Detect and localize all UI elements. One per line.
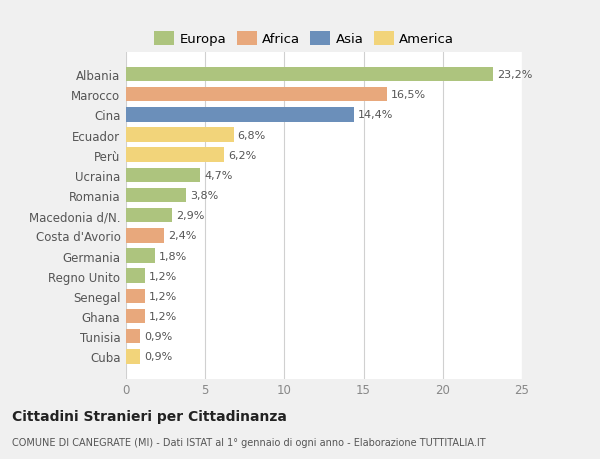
Text: 1,2%: 1,2% [149,311,177,321]
Bar [126,309,145,324]
Bar [126,269,145,283]
Bar [126,148,224,162]
Bar [126,128,234,142]
Text: 1,8%: 1,8% [158,251,187,261]
Bar [126,67,493,82]
Text: 16,5%: 16,5% [391,90,427,100]
Text: 0,9%: 0,9% [144,352,172,362]
Text: Cittadini Stranieri per Cittadinanza: Cittadini Stranieri per Cittadinanza [12,409,287,423]
Text: 2,4%: 2,4% [168,231,196,241]
Bar [126,249,155,263]
Bar [126,88,388,102]
Text: 3,8%: 3,8% [190,190,218,201]
Text: 2,9%: 2,9% [176,211,204,221]
Bar [126,208,172,223]
Bar [126,329,140,344]
Text: COMUNE DI CANEGRATE (MI) - Dati ISTAT al 1° gennaio di ogni anno - Elaborazione : COMUNE DI CANEGRATE (MI) - Dati ISTAT al… [12,437,485,447]
Text: 1,2%: 1,2% [149,291,177,301]
Text: 4,7%: 4,7% [205,170,233,180]
Text: 6,2%: 6,2% [228,151,256,160]
Text: 23,2%: 23,2% [497,70,533,80]
Text: 6,8%: 6,8% [238,130,266,140]
Text: 0,9%: 0,9% [144,331,172,341]
Bar [126,349,140,364]
Bar [126,188,186,203]
Text: 1,2%: 1,2% [149,271,177,281]
Bar [126,229,164,243]
Bar [126,289,145,303]
Bar [126,108,354,123]
Bar [126,168,200,183]
Legend: Europa, Africa, Asia, America: Europa, Africa, Asia, America [149,27,460,51]
Text: 14,4%: 14,4% [358,110,394,120]
